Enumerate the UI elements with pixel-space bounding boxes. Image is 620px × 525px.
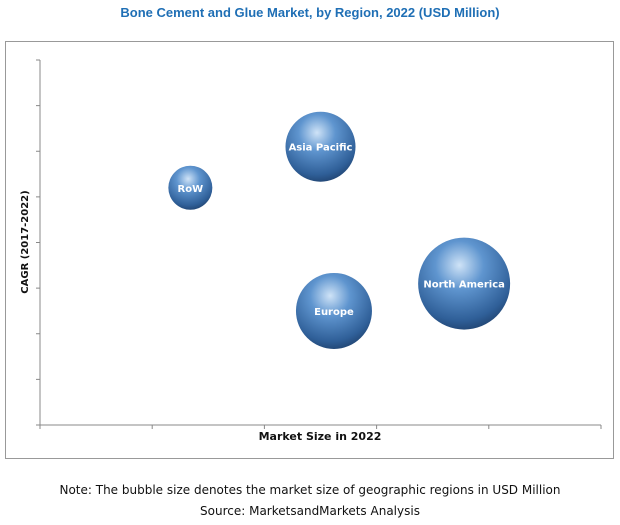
bubble-circle	[295, 272, 372, 349]
bubble-row: RoW	[168, 165, 213, 210]
y-axis-label: CAGR (2017-2022)	[20, 190, 31, 293]
bubble-circle	[168, 165, 213, 210]
bubble-label: Europe	[314, 307, 354, 318]
bubble-label: Asia Pacific	[289, 143, 353, 154]
bubble-label: RoW	[178, 184, 204, 195]
bubble-circle	[285, 111, 356, 182]
source-text: Source: MarketsandMarkets Analysis	[200, 504, 420, 518]
bubble-europe: Europe	[295, 272, 372, 349]
chart-frame	[5, 41, 614, 459]
chart-title: Bone Cement and Glue Market, by Region, …	[120, 5, 500, 20]
x-axis-label: Market Size in 2022	[259, 430, 382, 443]
bubble-circle	[418, 237, 511, 330]
bubble-label: North America	[423, 280, 505, 291]
bubble-north-america: North America	[418, 237, 511, 330]
bubble-asia-pacific: Asia Pacific	[285, 111, 356, 182]
note-text: Note: The bubble size denotes the market…	[59, 483, 561, 497]
